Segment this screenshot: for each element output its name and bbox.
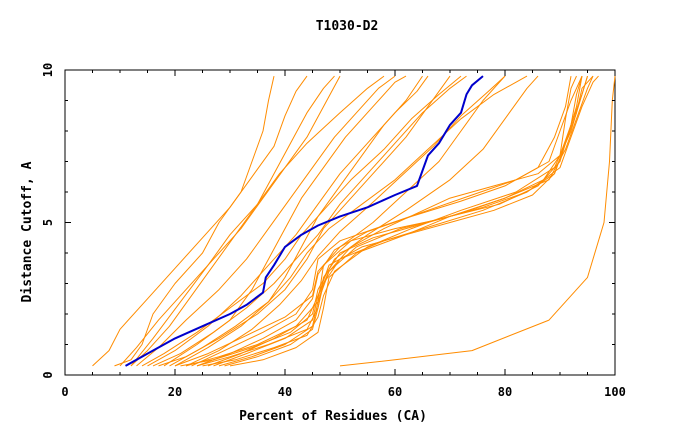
x-tick-label: 60 (388, 385, 402, 399)
series-line-10 (185, 75, 588, 367)
series-line-17 (180, 75, 539, 367)
y-tick-label: 5 (41, 219, 55, 226)
series-line-25 (224, 76, 583, 367)
tick-layer: 0 20 40 60 80 100 0 5 10 (41, 63, 626, 399)
y-axis-label: Distance Cutoff, A (20, 161, 35, 302)
series-line-3 (92, 75, 308, 367)
x-axis-label: Percent of Residues (CA) (239, 409, 427, 424)
series-line-12 (207, 75, 594, 367)
x-tick-label: 0 (61, 385, 68, 399)
x-tick-label: 100 (604, 385, 626, 399)
x-tick-label: 80 (498, 385, 512, 399)
series-line-8 (141, 75, 462, 367)
series-line-7 (158, 75, 451, 367)
x-tick-label: 20 (168, 385, 182, 399)
series-line-27 (196, 76, 572, 367)
series-line-6 (147, 75, 429, 367)
series-layer (92, 75, 616, 367)
series-line-20 (136, 75, 396, 367)
y-tick-label: 10 (41, 63, 55, 77)
y-tick-label: 0 (41, 371, 55, 378)
series-line-24 (130, 75, 335, 367)
chart-title: T1030-D2 (316, 19, 379, 34)
series-line-highlight (125, 75, 484, 367)
series-line-15 (169, 75, 528, 367)
series-line-11 (196, 75, 577, 367)
series-line-1 (339, 76, 616, 367)
series-line-18 (163, 75, 407, 367)
series-line-13 (191, 75, 583, 367)
series-line-2 (114, 75, 275, 367)
x-tick-label: 40 (278, 385, 292, 399)
series-line-4 (119, 75, 341, 367)
series-line-21 (152, 75, 467, 367)
series-line-5 (130, 75, 385, 367)
series-line-26 (185, 75, 506, 367)
series-line-14 (218, 75, 599, 367)
series-line-16 (229, 75, 594, 367)
series-line-23 (174, 75, 423, 367)
